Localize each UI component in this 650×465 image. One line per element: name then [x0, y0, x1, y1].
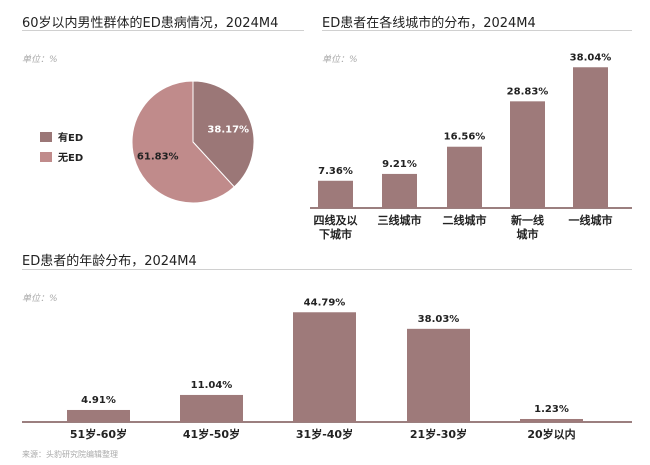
age-chart-category-label: 20岁以内 [527, 427, 575, 441]
pie-title: 60岁以内男性群体的ED患病情况，2024M4 [22, 16, 279, 31]
age-chart-category-label: 21岁-30岁 [410, 427, 467, 441]
pie-slice-label: 38.17% [207, 124, 249, 135]
age-chart-bar [67, 409, 130, 422]
city-chart-value-label: 7.36% [318, 166, 353, 177]
city-chart-value-label: 16.56% [444, 132, 486, 143]
city-chart-bar [510, 101, 545, 208]
city-chart-value-label: 38.04% [570, 52, 612, 63]
city-chart-category-label: 下城市 [319, 227, 352, 241]
age-chart-bar [407, 328, 470, 422]
city-chart-bar [573, 67, 608, 208]
age-chart-bar [520, 418, 583, 422]
pie-slice [131, 80, 235, 204]
city-chart-bar [382, 173, 417, 208]
pie-slice-label: 61.83% [137, 152, 179, 163]
city-chart-title: ED患者在各线城市的分布，2024M4 [322, 16, 536, 31]
city-chart-value-label: 9.21% [382, 159, 417, 170]
age-chart-category-label: 51岁-60岁 [70, 427, 127, 441]
age-chart-category-label: 31岁-40岁 [296, 427, 353, 441]
city-chart-category-label: 城市 [517, 227, 539, 241]
source-note: 来源：头豹研究院编辑整理 [22, 450, 118, 459]
age-chart-value-label: 38.03% [418, 314, 460, 325]
city-chart-bar [318, 180, 353, 208]
age-chart-bar [293, 312, 356, 422]
city-chart-category-label: 新一线 [511, 213, 544, 227]
unit-label: 单位：% [22, 294, 58, 304]
city-chart-category-label: 三线城市 [378, 213, 422, 227]
age-chart-value-label: 1.23% [534, 404, 569, 415]
age-chart-value-label: 4.91% [81, 395, 116, 406]
age-chart-category-label: 41岁-50岁 [183, 427, 240, 441]
unit-label: 单位：% [22, 55, 58, 65]
city-chart-value-label: 28.83% [507, 86, 549, 97]
legend-label: 有ED [58, 131, 83, 144]
city-chart-category-label: 一线城市 [569, 213, 613, 227]
age-chart-value-label: 44.79% [304, 297, 346, 308]
age-chart-title: ED患者的年龄分布，2024M4 [22, 254, 197, 269]
pie-slice [192, 80, 255, 188]
age-chart-value-label: 11.04% [191, 380, 233, 391]
city-chart-bar [447, 146, 482, 208]
divider [22, 269, 632, 270]
legend-label: 无ED [57, 152, 83, 164]
age-chart-bar [180, 394, 243, 422]
legend-swatch [40, 152, 52, 162]
divider [22, 30, 304, 31]
legend-swatch [40, 132, 52, 142]
unit-label: 单位：% [322, 55, 358, 65]
city-chart-category-label: 二线城市 [443, 213, 487, 227]
city-chart-category-label: 四线及以 [314, 213, 358, 227]
divider [322, 30, 632, 31]
